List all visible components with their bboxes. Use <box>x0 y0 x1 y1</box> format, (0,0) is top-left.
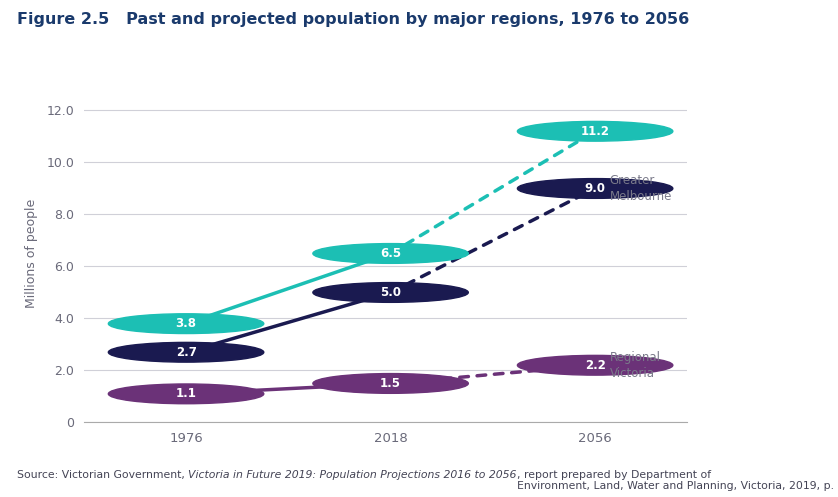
Text: Victoria: Victoria <box>609 125 654 138</box>
Circle shape <box>517 178 673 198</box>
Text: 1.5: 1.5 <box>380 377 401 390</box>
Text: Figure 2.5   Past and projected population by major regions, 1976 to 2056: Figure 2.5 Past and projected population… <box>17 12 689 27</box>
Text: 9.0: 9.0 <box>585 182 606 195</box>
Circle shape <box>517 355 673 375</box>
Text: 6.5: 6.5 <box>380 247 401 260</box>
Text: Victoria in Future 2019: Population Projections 2016 to 2056: Victoria in Future 2019: Population Proj… <box>189 470 516 480</box>
Circle shape <box>313 374 468 393</box>
Text: Greater
Melbourne: Greater Melbourne <box>609 174 672 203</box>
Text: 11.2: 11.2 <box>581 125 609 138</box>
Text: Regional
Victoria: Regional Victoria <box>609 351 660 380</box>
Y-axis label: Millions of people: Millions of people <box>25 199 38 308</box>
Circle shape <box>108 314 264 333</box>
Circle shape <box>313 244 468 263</box>
Text: 2.2: 2.2 <box>585 359 606 372</box>
Text: Source: Victorian Government,: Source: Victorian Government, <box>17 470 189 480</box>
Text: 1.1: 1.1 <box>176 387 196 401</box>
Circle shape <box>108 384 264 404</box>
Circle shape <box>517 121 673 141</box>
Text: 5.0: 5.0 <box>380 286 401 299</box>
Text: 3.8: 3.8 <box>176 317 197 330</box>
Circle shape <box>108 342 264 362</box>
Text: , report prepared by Department of
Environment, Land, Water and Planning, Victor: , report prepared by Department of Envir… <box>516 470 838 491</box>
Text: 2.7: 2.7 <box>176 346 196 359</box>
Circle shape <box>313 283 468 302</box>
